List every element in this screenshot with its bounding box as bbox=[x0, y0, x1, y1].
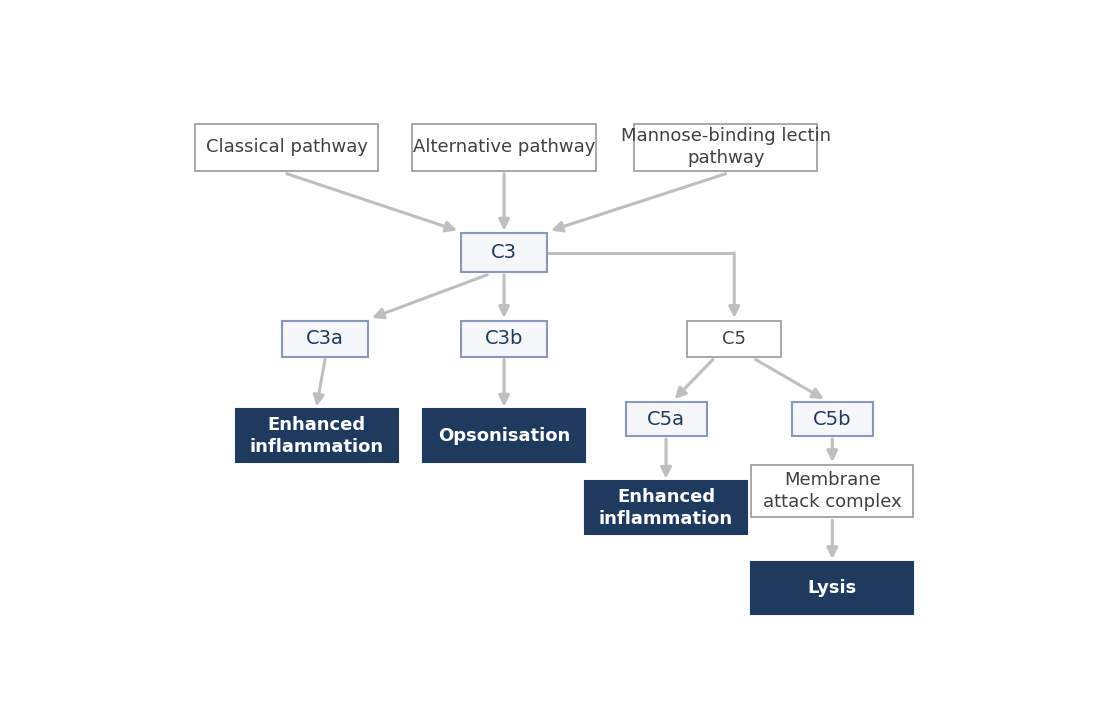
FancyBboxPatch shape bbox=[412, 124, 596, 171]
FancyBboxPatch shape bbox=[195, 124, 378, 171]
Text: Classical pathway: Classical pathway bbox=[206, 138, 367, 156]
FancyBboxPatch shape bbox=[462, 320, 547, 356]
Text: Enhanced
inflammation: Enhanced inflammation bbox=[250, 415, 384, 456]
FancyBboxPatch shape bbox=[283, 320, 367, 356]
FancyBboxPatch shape bbox=[235, 410, 397, 462]
Text: Membrane
attack complex: Membrane attack complex bbox=[763, 471, 902, 511]
FancyBboxPatch shape bbox=[585, 482, 747, 534]
FancyBboxPatch shape bbox=[792, 402, 872, 436]
Text: C5: C5 bbox=[723, 330, 746, 348]
Text: C5b: C5b bbox=[813, 410, 851, 428]
FancyBboxPatch shape bbox=[751, 562, 913, 614]
FancyBboxPatch shape bbox=[424, 410, 585, 462]
Text: C3a: C3a bbox=[306, 329, 344, 348]
Text: Mannose-binding lectin
pathway: Mannose-binding lectin pathway bbox=[620, 127, 830, 168]
Text: C5a: C5a bbox=[647, 410, 685, 428]
FancyBboxPatch shape bbox=[688, 320, 781, 356]
FancyBboxPatch shape bbox=[634, 124, 817, 171]
Text: Opsonisation: Opsonisation bbox=[438, 427, 570, 445]
Text: C3: C3 bbox=[491, 243, 517, 262]
Text: Enhanced
inflammation: Enhanced inflammation bbox=[600, 487, 733, 528]
Text: Alternative pathway: Alternative pathway bbox=[412, 138, 595, 156]
FancyBboxPatch shape bbox=[626, 402, 706, 436]
FancyBboxPatch shape bbox=[462, 233, 547, 272]
Text: C3b: C3b bbox=[485, 329, 524, 348]
Text: Lysis: Lysis bbox=[807, 579, 857, 597]
FancyBboxPatch shape bbox=[751, 465, 913, 518]
